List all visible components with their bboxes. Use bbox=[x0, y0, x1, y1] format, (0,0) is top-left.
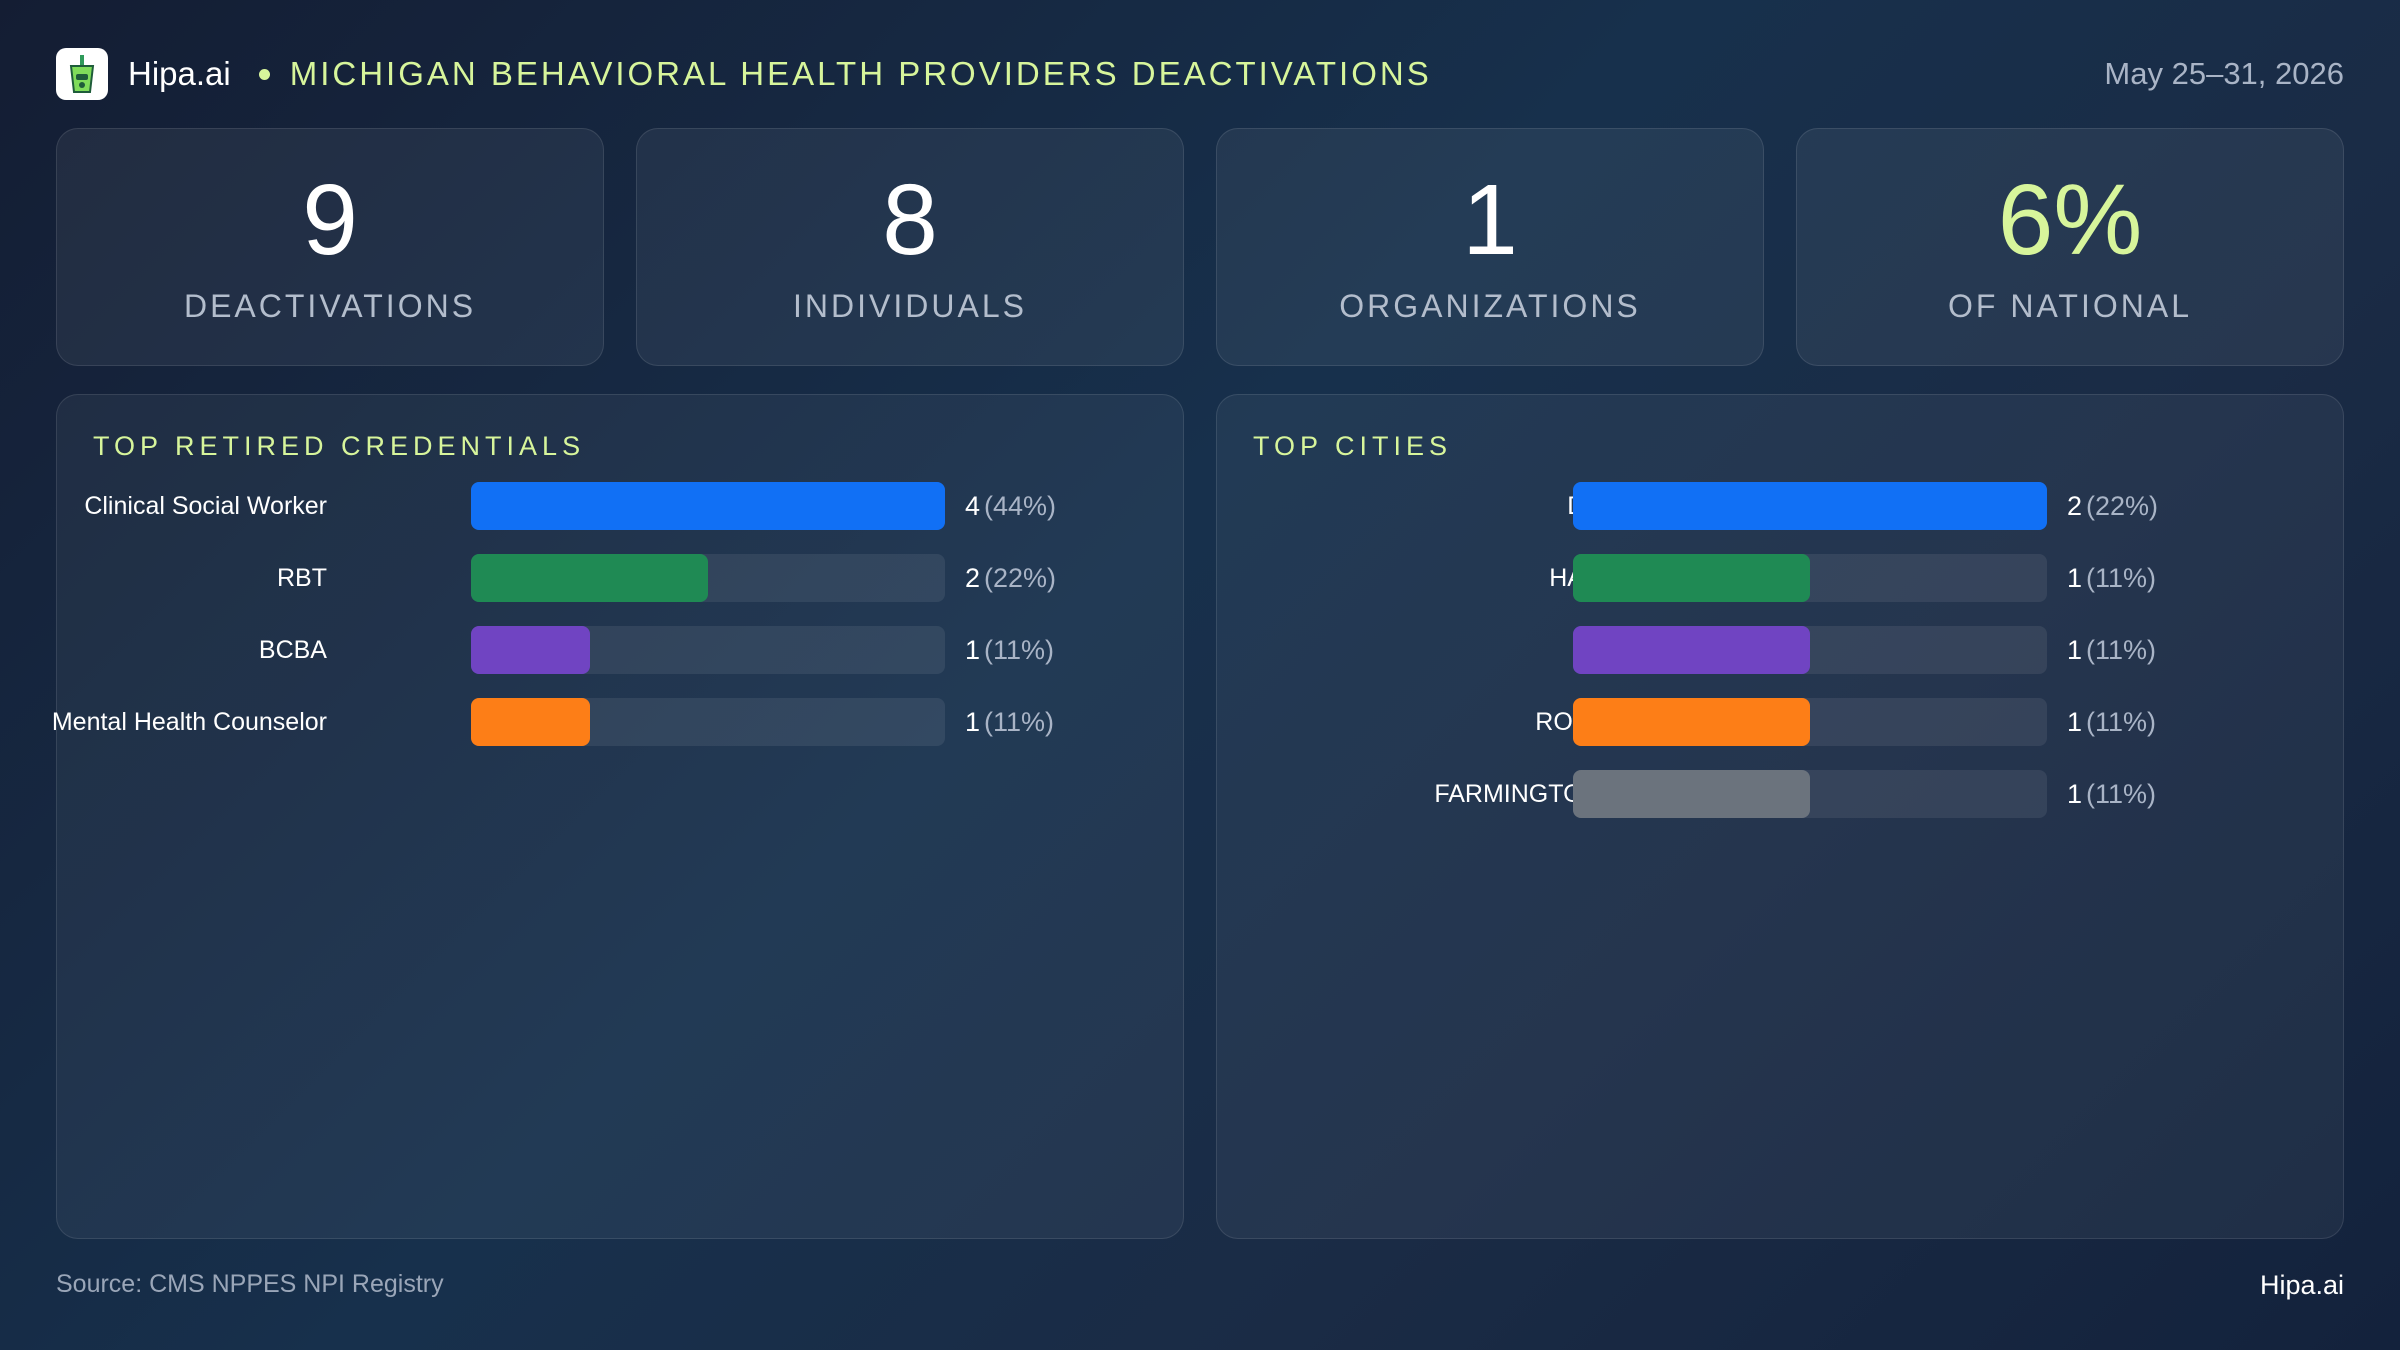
bar-value-label: 1 (11%) bbox=[2067, 698, 2156, 746]
bar-track bbox=[1573, 698, 2047, 746]
bar-row: Clinical Social Worker 4 (44%) bbox=[57, 482, 1183, 530]
bar-track bbox=[1573, 482, 2047, 530]
bar-percent: (11%) bbox=[2086, 707, 2157, 737]
bar-value-label: 2 (22%) bbox=[965, 554, 1056, 602]
source-note: Source: CMS NPPES NPI Registry bbox=[56, 1270, 444, 1298]
kpi-label: ORGANIZATIONS bbox=[1339, 287, 1641, 324]
kpi-value: 9 bbox=[302, 163, 358, 276]
kpi-row: 9 DEACTIVATIONS 8 INDIVIDUALS 1 ORGANIZA… bbox=[56, 128, 2344, 366]
date-range: May 25–31, 2026 bbox=[2104, 56, 2344, 91]
kpi-value: 6% bbox=[1997, 163, 2143, 276]
bar-label: BCBA bbox=[258, 636, 327, 664]
bar-percent: (11%) bbox=[984, 707, 1055, 737]
kpi-value: 8 bbox=[882, 163, 938, 276]
bar-percent: (11%) bbox=[984, 635, 1055, 665]
bar-label: Mental Health Counselor bbox=[51, 708, 327, 736]
separator-dot bbox=[258, 68, 270, 80]
bar-count: 1 bbox=[2067, 635, 2083, 665]
bar-track bbox=[1573, 770, 2047, 818]
bar-count: 1 bbox=[2067, 779, 2083, 809]
panel-title: TOP CITIES bbox=[1253, 431, 1453, 461]
header: Hipa.ai MICHIGAN BEHAVIORAL HEALTH PROVI… bbox=[56, 48, 2344, 100]
bar-row: DETROIT2(22%) bbox=[1217, 482, 2343, 530]
bar-count: 2 bbox=[2067, 491, 2083, 521]
bar-value-label: 1 (11%) bbox=[2067, 770, 2156, 818]
bar bbox=[471, 482, 945, 530]
bar-value-label: 1 (11%) bbox=[2067, 554, 2156, 602]
bar-row: HASTINGS1(11%) bbox=[1217, 554, 2343, 602]
kpi-label: INDIVIDUALS bbox=[793, 287, 1027, 324]
bar-track bbox=[1573, 554, 2047, 602]
bar-row: Mental Health Counselor 1 (11%) bbox=[52, 698, 1183, 746]
bar-track bbox=[471, 626, 945, 674]
brand-name: Hipa.ai bbox=[128, 55, 231, 92]
bar-row: FLINT1(11%) bbox=[1217, 626, 2343, 674]
kpi-card-national-share: 6% OF NATIONAL bbox=[1796, 128, 2344, 366]
kpi-value: 1 bbox=[1462, 163, 1518, 276]
bar-percent: (11%) bbox=[2086, 563, 2157, 593]
bar-count: 1 bbox=[2067, 563, 2083, 593]
cup-icon bbox=[69, 55, 95, 93]
bar-row: RBT 2 (22%) bbox=[57, 554, 1183, 602]
bar-count: 1 bbox=[2067, 707, 2083, 737]
bar-track bbox=[471, 482, 945, 530]
bar-percent: (22%) bbox=[984, 563, 1057, 593]
logo bbox=[56, 48, 108, 100]
bar-value-label: 1 (11%) bbox=[965, 626, 1054, 674]
bar-label: RBT bbox=[277, 564, 327, 592]
report-title: MICHIGAN BEHAVIORAL HEALTH PROVIDERS DEA… bbox=[289, 55, 1432, 92]
bar bbox=[1573, 554, 1810, 602]
bar-count: 1 bbox=[965, 635, 981, 665]
bar-label: Clinical Social Worker bbox=[84, 492, 327, 520]
bar-percent: (11%) bbox=[2086, 635, 2157, 665]
bar-percent: (22%) bbox=[2086, 491, 2159, 521]
bar-value-label: 1 (11%) bbox=[2067, 626, 2156, 674]
bar-value-label: 4 (44%) bbox=[965, 482, 1056, 530]
kpi-card-organizations: 1 ORGANIZATIONS bbox=[1216, 128, 1764, 366]
bar-track bbox=[471, 698, 945, 746]
bar-count: 1 bbox=[965, 707, 981, 737]
kpi-card-individuals: 8 INDIVIDUALS bbox=[636, 128, 1184, 366]
bar bbox=[1573, 626, 1810, 674]
bar-percent: (44%) bbox=[984, 491, 1057, 521]
kpi-card-deactivations: 9 DEACTIVATIONS bbox=[56, 128, 604, 366]
bar bbox=[471, 554, 708, 602]
bar-track bbox=[1573, 626, 2047, 674]
kpi-label: OF NATIONAL bbox=[1948, 287, 2192, 324]
panel-title: TOP RETIRED CREDENTIALS bbox=[93, 431, 586, 461]
bar-track bbox=[471, 554, 945, 602]
kpi-label: DEACTIVATIONS bbox=[183, 287, 477, 324]
bar-row: BCBA 1 (11%) bbox=[57, 626, 1183, 674]
cities-panel: TOP CITIES DETROIT2(22%) HASTINGS1(11%) FL… bbox=[1216, 394, 2344, 1239]
bar bbox=[1573, 698, 1810, 746]
bar-count: 4 bbox=[965, 491, 981, 521]
bar-row: ROYAL OAK1(11%) bbox=[1217, 698, 2343, 746]
credentials-panel: TOP RETIRED CREDENTIALS Clinical Social … bbox=[52, 394, 1184, 1239]
bar bbox=[1573, 770, 1810, 818]
bar-percent: (11%) bbox=[2086, 779, 2157, 809]
bar-count: 2 bbox=[965, 563, 981, 593]
bar bbox=[1573, 482, 2047, 530]
bar bbox=[471, 626, 590, 674]
bar-row: FARMINGTON HILLS 1 (11%) bbox=[1217, 770, 2343, 818]
bar-value-label: 1 (11%) bbox=[965, 698, 1054, 746]
bar-value-label: 2 (22%) bbox=[2067, 482, 2158, 530]
footer-brand: Hipa.ai bbox=[2259, 1270, 2344, 1300]
bar bbox=[471, 698, 590, 746]
